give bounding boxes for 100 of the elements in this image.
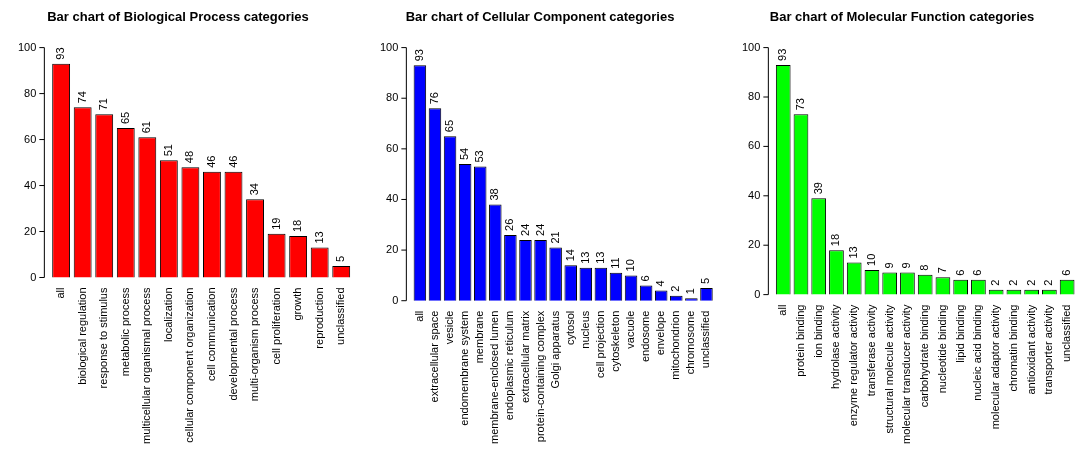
y-tick-label: 0 <box>392 293 399 306</box>
data-label: 2 <box>1006 279 1019 286</box>
x-tick-label: vesicle <box>443 310 456 345</box>
data-label: 65 <box>118 111 131 125</box>
data-label: 4 <box>654 280 667 287</box>
data-label: 71 <box>97 98 110 111</box>
x-tick-label: hydrolase activity <box>829 304 842 389</box>
y-tick-label: 20 <box>24 224 37 237</box>
x-tick-label: structural molecule activity <box>882 304 895 434</box>
x-tick-label: protein-containing complex <box>533 310 546 443</box>
data-label: 19 <box>269 217 282 230</box>
x-tick-label: cytosol <box>563 310 576 345</box>
x-tick-label: endoplasmic reticulum <box>503 310 516 421</box>
x-tick-label: all <box>776 304 789 316</box>
x-tick-label: multicellular organismal process <box>140 287 153 445</box>
chart-title: Bar chart of Molecular Function categories <box>769 9 1035 25</box>
data-label: 21 <box>548 231 561 244</box>
data-label: 7 <box>935 267 948 274</box>
data-label: 2 <box>1042 279 1055 286</box>
x-tick-label: carbohydrate binding <box>918 304 931 408</box>
x-tick-label: multi-organism process <box>248 287 261 402</box>
data-label: 6 <box>953 269 966 276</box>
x-tick-label: nucleic acid binding <box>971 304 984 401</box>
x-tick-label: unclassified <box>1060 304 1073 363</box>
data-label: 61 <box>140 121 153 134</box>
y-tick-label: 100 <box>379 40 399 53</box>
y-tick-label: 80 <box>386 91 399 104</box>
x-tick-label: endomembrane system <box>458 310 471 426</box>
x-tick-label: cell proliferation <box>269 287 282 365</box>
data-label: 18 <box>291 219 304 233</box>
data-label: 93 <box>776 48 789 61</box>
x-tick-label: envelope <box>654 310 667 356</box>
x-tick-label: lipid binding <box>953 304 966 363</box>
y-tick-label: 20 <box>748 238 761 251</box>
data-label: 2 <box>669 285 682 292</box>
x-tick-label: cellular component organization <box>183 287 196 443</box>
data-label: 13 <box>593 251 606 264</box>
y-tick-label: 100 <box>17 40 37 53</box>
data-label: 9 <box>882 262 895 269</box>
data-label: 65 <box>443 119 456 133</box>
y-tick-label: 60 <box>24 132 37 145</box>
x-tick-label: chromatin binding <box>1006 304 1019 392</box>
data-label: 51 <box>161 144 174 157</box>
y-tick-label: 0 <box>754 287 761 300</box>
data-label: 14 <box>563 249 576 262</box>
y-tick-label: 20 <box>386 243 399 256</box>
x-tick-label: membrane <box>473 310 486 364</box>
x-tick-label: antioxidant activity <box>1024 304 1037 395</box>
x-tick-label: protein binding <box>794 304 806 377</box>
y-tick-label: 40 <box>24 178 37 191</box>
data-label: 5 <box>699 277 712 285</box>
data-label: 6 <box>1060 269 1073 276</box>
data-label: 46 <box>204 155 217 168</box>
x-tick-label: extracellular space <box>428 310 441 403</box>
x-tick-label: vacuole <box>624 310 637 349</box>
data-label: 10 <box>864 253 877 266</box>
data-label: 2 <box>989 279 1002 286</box>
x-tick-label: metabolic process <box>118 287 131 377</box>
data-label: 48 <box>183 150 196 164</box>
y-tick-label: 80 <box>748 90 761 103</box>
x-tick-label: nucleotide binding <box>935 304 948 394</box>
data-label: 13 <box>847 246 860 259</box>
y-tick-label: 100 <box>741 40 761 53</box>
x-tick-label: all <box>412 310 425 322</box>
data-label: 76 <box>428 92 441 105</box>
data-label: 26 <box>503 218 516 231</box>
y-tick-label: 40 <box>748 188 761 201</box>
data-label: 8 <box>918 264 931 271</box>
y-tick-label: 60 <box>386 141 399 154</box>
data-label: 93 <box>412 49 425 62</box>
data-label: 24 <box>518 223 531 236</box>
data-label: 34 <box>248 183 261 196</box>
x-tick-label: endosome <box>639 310 652 363</box>
data-label: 13 <box>578 251 591 264</box>
data-label: 24 <box>533 223 546 236</box>
data-label: 38 <box>488 188 501 201</box>
x-tick-label: reproduction <box>312 287 325 349</box>
data-label: 11 <box>609 257 621 269</box>
x-tick-label: cell projection <box>593 310 606 378</box>
x-tick-label: unclassified <box>334 287 347 345</box>
y-tick-label: 60 <box>748 139 761 152</box>
data-label: 46 <box>226 155 239 168</box>
data-label: 39 <box>811 182 824 195</box>
data-label: 53 <box>473 150 486 163</box>
x-tick-label: developmental process <box>226 287 239 401</box>
data-label: 6 <box>639 275 652 282</box>
data-label: 54 <box>458 147 471 161</box>
x-tick-label: all <box>54 287 67 299</box>
y-tick-label: 0 <box>30 270 37 283</box>
x-tick-label: ion binding <box>811 304 824 358</box>
x-tick-label: biological regulation <box>75 287 88 385</box>
x-tick-label: extracellular matrix <box>518 310 531 404</box>
x-tick-label: nucleus <box>578 310 591 349</box>
x-tick-label: unclassified <box>699 310 712 369</box>
x-tick-label: Golgi apparatus <box>548 310 561 389</box>
x-tick-label: enzyme regulator activity <box>847 304 860 427</box>
data-label: 74 <box>75 91 88 104</box>
x-tick-label: molecular adaptor activity <box>989 304 1002 430</box>
chart-title: Bar chart of Biological Process categories <box>47 9 309 25</box>
y-tick-label: 80 <box>24 86 37 99</box>
